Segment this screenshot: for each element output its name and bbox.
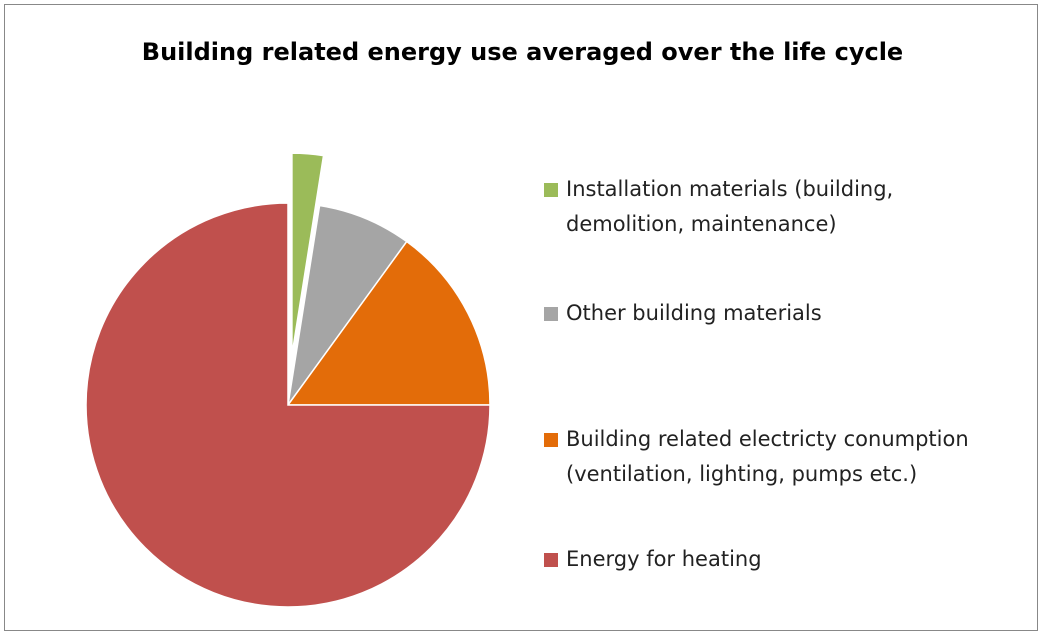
- legend-entry: Other building materials: [544, 296, 1014, 331]
- legend-swatch: [544, 433, 558, 447]
- legend-label: Other building materials: [566, 301, 822, 325]
- pie-slice: [286, 240, 491, 406]
- pie-slice: [85, 202, 491, 608]
- legend-label: Energy for heating: [566, 547, 762, 571]
- chart-title: Building related energy use averaged ove…: [141, 38, 904, 66]
- chart-frame: [4, 4, 1038, 631]
- legend-label: Installation materials (building, demoli…: [566, 177, 894, 236]
- legend-entry: Energy for heating: [544, 542, 1014, 577]
- legend-entry: Installation materials (building, demoli…: [544, 172, 1014, 242]
- pie-slice: [287, 204, 408, 406]
- legend-entry: Building related electricty conumption (…: [544, 422, 1014, 492]
- pie-slice: [291, 152, 325, 356]
- legend-label: Building related electricty conumption (…: [566, 427, 969, 486]
- legend-swatch: [544, 307, 558, 321]
- legend-swatch: [544, 183, 558, 197]
- legend-swatch: [544, 553, 558, 567]
